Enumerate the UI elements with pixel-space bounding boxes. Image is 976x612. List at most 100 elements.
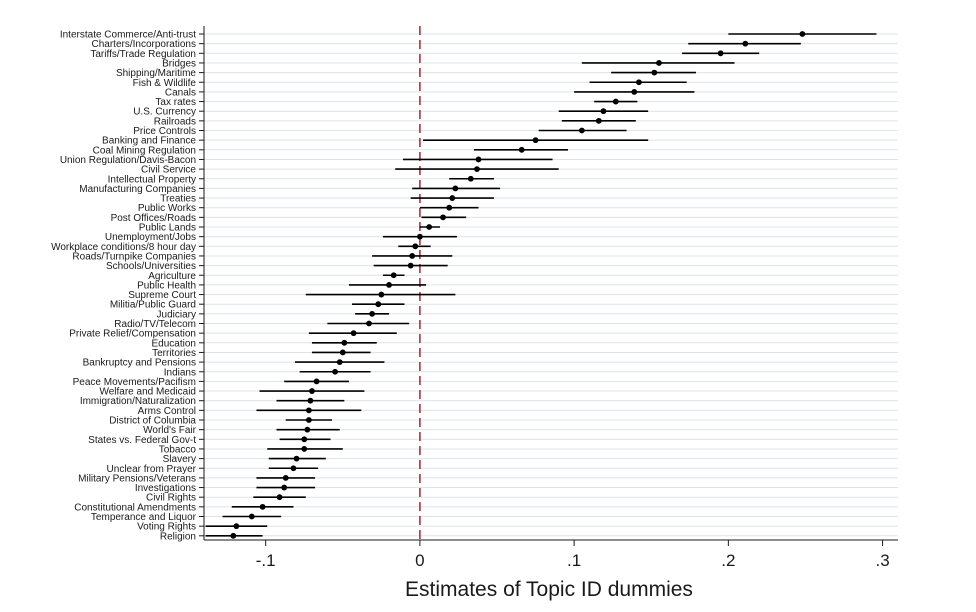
- estimate-point: [282, 475, 289, 481]
- category-label: Schools/Universities: [106, 261, 196, 272]
- category-label: Unemployment/Jobs: [105, 232, 196, 243]
- estimate-point: [378, 291, 385, 298]
- estimate-point: [440, 214, 446, 221]
- category-label: Treaties: [160, 194, 196, 205]
- estimate-point: [259, 503, 266, 510]
- estimate-point: [341, 339, 348, 346]
- estimate-point: [446, 204, 453, 211]
- estimate-point: [390, 272, 397, 279]
- estimate-point: [452, 185, 459, 192]
- estimate-point: [417, 233, 423, 240]
- estimate-point: [595, 117, 602, 124]
- x-axis-label: Estimates of Topic ID dummies: [405, 578, 693, 601]
- category-label: Price Controls: [133, 126, 196, 137]
- estimate-point: [612, 98, 619, 105]
- estimate-point: [313, 378, 320, 385]
- category-label: World's Fair: [143, 425, 197, 436]
- estimate-point: [518, 146, 525, 153]
- category-label: Post Offices/Roads: [111, 213, 196, 224]
- category-label: Private Relief/Compensation: [69, 329, 196, 340]
- category-label: Peace Movements/Pacifism: [73, 377, 196, 388]
- estimate-point: [290, 465, 297, 472]
- estimate-point: [336, 359, 343, 365]
- category-label: Investigations: [135, 483, 196, 494]
- category-label: Radio/TV/Telecom: [114, 319, 196, 330]
- category-label: Unclear from Prayer: [107, 464, 197, 475]
- category-label: Judiciary: [157, 309, 196, 320]
- estimate-point: [651, 69, 658, 76]
- estimate-point: [332, 368, 338, 375]
- estimate-point: [301, 436, 308, 443]
- category-label: Shipping/Maritime: [116, 68, 196, 79]
- category-label: U.S. Currency: [133, 107, 196, 118]
- estimate-point: [304, 426, 311, 433]
- horizontal-gridlines: [204, 33, 898, 537]
- category-label: Civil Rights: [146, 493, 196, 504]
- category-label: Indians: [164, 367, 196, 378]
- estimate-point: [475, 156, 482, 163]
- estimate-point: [375, 301, 382, 308]
- estimate-point: [636, 79, 642, 86]
- category-label: Welfare and Medicaid: [99, 387, 196, 398]
- category-label: Tobacco: [159, 444, 197, 455]
- category-label: Roads/Turnpike Companies: [72, 251, 196, 262]
- estimate-point: [339, 349, 346, 356]
- estimate-point: [656, 60, 662, 66]
- estimate-point: [293, 455, 300, 462]
- estimate-point: [412, 243, 419, 250]
- category-label: Agriculture: [148, 271, 196, 282]
- category-label: Civil Service: [141, 165, 196, 176]
- category-label: Militia/Public Guard: [110, 300, 196, 311]
- category-label: Charters/Incorporations: [92, 39, 197, 50]
- estimate-point: [386, 282, 392, 288]
- category-label: Slavery: [163, 454, 196, 465]
- estimate-point: [717, 50, 724, 57]
- category-label: Bridges: [162, 58, 196, 69]
- estimate-point: [467, 175, 474, 182]
- estimate-point: [305, 407, 312, 414]
- estimate-point: [578, 127, 585, 134]
- estimate-point: [600, 108, 607, 115]
- estimate-point: [474, 166, 480, 173]
- category-label: States vs. Federal Gov-t: [88, 435, 196, 446]
- estimate-point: [301, 446, 308, 452]
- estimate-point: [248, 513, 255, 520]
- category-label: Public Works: [138, 203, 196, 214]
- x-tick-label: -.1: [256, 551, 276, 570]
- category-label: Union Regulation/Davis-Bacon: [60, 155, 196, 166]
- category-label: Intellectual Property: [108, 174, 196, 185]
- estimate-point: [532, 137, 539, 144]
- category-label: Territories: [152, 348, 196, 359]
- estimate-point: [409, 253, 416, 259]
- estimate-point: [426, 224, 433, 230]
- estimate-point: [407, 262, 414, 269]
- estimate-point: [305, 417, 312, 423]
- x-tick-label: .2: [721, 551, 735, 570]
- x-tick-label: .1: [567, 551, 581, 570]
- category-label: Public Lands: [139, 223, 196, 234]
- category-label: District of Columbia: [109, 416, 196, 427]
- category-label: Supreme Court: [128, 290, 196, 301]
- category-label: Railroads: [154, 116, 196, 127]
- category-label: Canals: [165, 87, 196, 98]
- category-label: Constitutional Amendments: [74, 502, 196, 513]
- category-label: Arms Control: [138, 406, 196, 417]
- category-label: Religion: [160, 531, 196, 542]
- category-label: Tariffs/Trade Regulation: [90, 49, 196, 60]
- category-label: Tax rates: [155, 97, 196, 108]
- estimate-point: [449, 195, 456, 201]
- category-label: Public Health: [137, 280, 196, 291]
- x-tick-label: 0: [415, 551, 424, 570]
- category-label: Coal Mining Regulation: [93, 145, 196, 156]
- category-label: Education: [152, 338, 196, 349]
- estimate-point: [366, 320, 372, 327]
- category-label: Bankruptcy and Pensions: [83, 358, 196, 369]
- estimate-marks: [205, 31, 877, 539]
- category-label: Manufacturing Companies: [79, 184, 196, 195]
- category-label: Workplace conditions/8 hour day: [51, 242, 196, 253]
- estimate-point: [631, 89, 638, 95]
- category-label: Military Pensions/Veterans: [78, 473, 196, 484]
- category-label: Immigration/Naturalization: [80, 396, 196, 407]
- estimate-point: [742, 40, 749, 47]
